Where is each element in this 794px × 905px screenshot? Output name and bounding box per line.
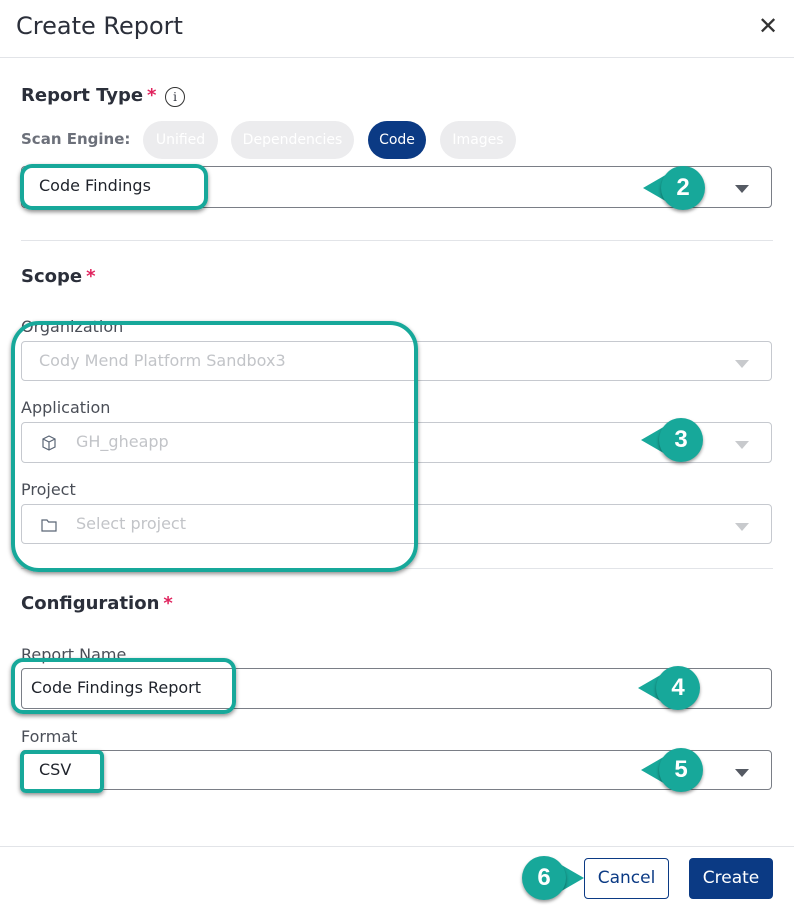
- chip-images[interactable]: Images: [440, 121, 516, 159]
- cancel-button[interactable]: Cancel: [584, 858, 669, 899]
- required-mark: *: [147, 85, 157, 106]
- chevron-down-icon: [735, 360, 749, 368]
- annotation-badge-6: 6: [522, 856, 584, 900]
- chip-dependencies[interactable]: Dependencies: [231, 121, 354, 159]
- chevron-down-icon: [735, 441, 749, 449]
- cube-icon: [42, 435, 56, 451]
- report-name-input[interactable]: Code Findings Report: [21, 668, 772, 709]
- create-button[interactable]: Create: [689, 858, 773, 899]
- report-type-value: Code Findings: [39, 176, 151, 195]
- scan-engine-label: Scan Engine:: [21, 130, 131, 148]
- report-type-heading: Report Type *: [21, 85, 156, 106]
- dialog-title: Create Report: [16, 12, 183, 40]
- required-mark: *: [163, 593, 173, 614]
- report-name-label: Report Name: [21, 645, 127, 664]
- project-label: Project: [21, 480, 76, 499]
- project-placeholder: Select project: [76, 514, 186, 533]
- project-select[interactable]: Select project: [21, 504, 772, 544]
- section-divider: [21, 240, 773, 241]
- report-type-heading-text: Report Type: [21, 85, 144, 106]
- application-value: GH_gheapp: [76, 432, 169, 451]
- format-select[interactable]: CSV: [21, 750, 772, 790]
- configuration-heading-text: Configuration: [21, 593, 160, 614]
- format-value: CSV: [39, 760, 72, 779]
- required-mark: *: [86, 266, 96, 287]
- close-icon[interactable]: ✕: [758, 12, 779, 40]
- application-label: Application: [21, 398, 111, 417]
- annotation-number: 6: [537, 864, 551, 891]
- info-icon[interactable]: i: [165, 87, 185, 107]
- chevron-down-icon: [735, 523, 749, 531]
- header-divider: [0, 57, 794, 58]
- report-type-select[interactable]: Code Findings: [21, 166, 772, 208]
- chevron-down-icon: [735, 769, 749, 777]
- scope-heading-text: Scope: [21, 266, 83, 287]
- chip-unified[interactable]: Unified: [143, 121, 218, 159]
- chip-code[interactable]: Code: [368, 121, 426, 159]
- application-select[interactable]: GH_gheapp: [21, 422, 772, 463]
- organization-label: Organization: [21, 317, 124, 336]
- organization-value: Cody Mend Platform Sandbox3: [39, 351, 286, 370]
- report-name-value: Code Findings Report: [31, 678, 202, 697]
- footer-divider: [0, 846, 794, 847]
- scope-heading: Scope *: [21, 266, 96, 287]
- format-label: Format: [21, 727, 78, 746]
- chevron-down-icon: [735, 185, 749, 193]
- configuration-heading: Configuration *: [21, 593, 173, 614]
- folder-icon: [41, 519, 57, 532]
- section-divider: [21, 568, 773, 569]
- organization-select[interactable]: Cody Mend Platform Sandbox3: [21, 341, 772, 381]
